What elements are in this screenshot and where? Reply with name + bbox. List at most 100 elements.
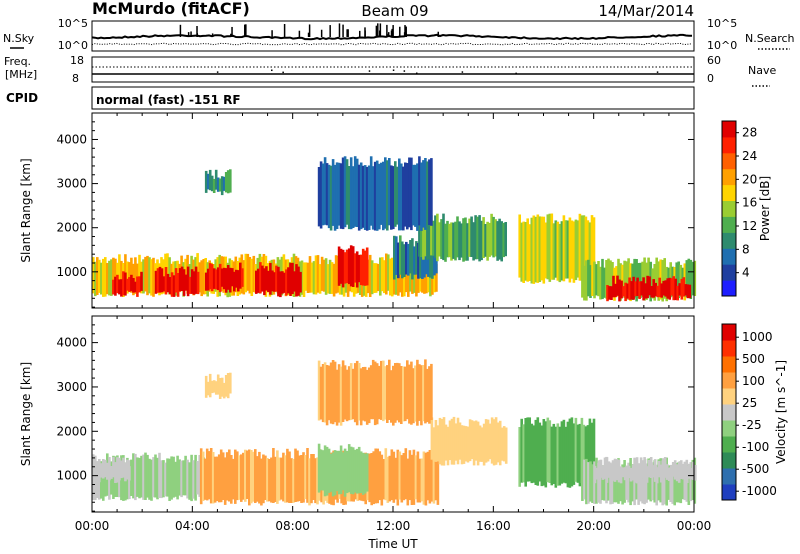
heatmap-cell bbox=[593, 465, 597, 484]
heatmap-cell bbox=[142, 259, 145, 294]
heatmap-cell bbox=[574, 219, 578, 281]
heatmap-cell bbox=[300, 455, 303, 503]
heatmap-cell bbox=[319, 366, 323, 420]
heatmap-cell bbox=[638, 281, 641, 299]
heatmap-cell bbox=[387, 254, 390, 291]
heatmap-cell bbox=[237, 270, 240, 292]
heatmap-cell bbox=[640, 281, 643, 296]
heatmap-cell bbox=[333, 164, 337, 231]
cpid-label: CPID bbox=[6, 91, 38, 105]
heatmap-cell bbox=[681, 467, 685, 500]
x-tick-label: 12:00 bbox=[376, 519, 411, 533]
heatmap-cell bbox=[422, 160, 425, 228]
heatmap-cell bbox=[112, 455, 115, 499]
heatmap-cell bbox=[290, 458, 293, 503]
heatmap-cell bbox=[446, 220, 449, 258]
heatmap-cell bbox=[214, 381, 218, 395]
heatmap-cell bbox=[325, 365, 329, 426]
heatmap-cell bbox=[294, 448, 297, 502]
heatmap-cell bbox=[689, 259, 693, 299]
freq-label-line1: Freq. bbox=[4, 55, 31, 68]
heatmap-cell bbox=[270, 457, 273, 503]
heatmap-cell bbox=[383, 260, 386, 294]
heatmap-cell bbox=[624, 282, 627, 302]
heatmap-cell bbox=[682, 277, 686, 297]
heatmap-cell bbox=[581, 466, 584, 501]
heatmap-cell bbox=[464, 217, 467, 261]
heatmap-cell bbox=[484, 224, 487, 257]
heatmap-cell bbox=[235, 269, 238, 288]
heatmap-cell bbox=[522, 221, 525, 283]
heatmap-cell bbox=[536, 214, 540, 283]
heatmap-cell bbox=[94, 261, 97, 297]
heatmap-cell bbox=[588, 418, 592, 485]
colorbar-tick-label: 4 bbox=[742, 266, 750, 280]
heatmap-cell bbox=[222, 267, 226, 290]
heatmap-cell bbox=[452, 416, 456, 465]
heatmap-cell bbox=[542, 216, 546, 284]
heatmap-cell bbox=[653, 459, 657, 482]
heatmap-cell bbox=[436, 425, 440, 462]
heatmap-cell bbox=[546, 214, 550, 280]
colorbar-segment bbox=[722, 420, 736, 437]
heatmap-cell bbox=[680, 278, 684, 300]
heatmap-cell bbox=[208, 373, 212, 398]
heatmap-cell bbox=[405, 241, 408, 275]
heatmap-cell bbox=[257, 268, 260, 293]
heatmap-cell bbox=[641, 462, 644, 504]
freq-dot bbox=[403, 70, 406, 72]
heatmap-cell bbox=[418, 364, 421, 421]
heatmap-cell bbox=[114, 258, 117, 292]
heatmap-cell bbox=[630, 281, 633, 300]
heatmap-cell bbox=[178, 268, 182, 292]
heatmap-cell bbox=[397, 263, 400, 296]
heatmap-cell bbox=[112, 279, 115, 295]
freq-traces bbox=[92, 66, 694, 75]
heatmap-cell bbox=[206, 173, 210, 190]
heatmap-cell bbox=[520, 418, 523, 483]
colorbar-tick-label: 500 bbox=[742, 352, 765, 366]
heatmap-cell bbox=[480, 427, 484, 462]
heatmap-cell bbox=[611, 460, 615, 481]
heatmap-cell bbox=[428, 450, 432, 504]
heatmap-cell bbox=[258, 451, 261, 504]
heatmap-cell bbox=[607, 258, 610, 299]
heatmap-cell bbox=[424, 452, 428, 506]
heatmap-cell bbox=[388, 455, 392, 502]
heatmap-cell bbox=[116, 274, 119, 294]
heatmap-cell bbox=[196, 461, 199, 495]
heatmap-cell bbox=[601, 465, 605, 480]
heatmap-cell bbox=[335, 369, 339, 426]
heatmap-cell bbox=[200, 260, 203, 297]
heatmap-cell bbox=[597, 462, 600, 503]
heatmap-cell bbox=[410, 454, 414, 505]
heatmap-cell bbox=[636, 277, 639, 296]
heatmap-cell bbox=[124, 462, 127, 501]
heatmap-cell bbox=[128, 466, 131, 481]
colorbar-segment bbox=[722, 121, 736, 138]
x-tick-label: 04:00 bbox=[175, 519, 210, 533]
heatmap-cell bbox=[142, 454, 145, 500]
date-title: 14/Mar/2014 bbox=[598, 2, 694, 20]
heatmap-cell bbox=[331, 159, 335, 226]
heatmap-cell bbox=[420, 365, 423, 426]
heatmap-cell bbox=[660, 283, 663, 298]
colorbar-tick-label: 20 bbox=[742, 172, 757, 186]
freq-dot bbox=[368, 70, 371, 72]
noise-tick-left-bottom: 10^0 bbox=[58, 39, 88, 52]
heatmap-cell bbox=[434, 420, 438, 462]
colorbar-label: Power [dB] bbox=[758, 176, 772, 241]
heatmap-cell bbox=[532, 215, 536, 284]
heatmap-cell bbox=[474, 420, 478, 461]
x-tick-label: 20:00 bbox=[576, 519, 611, 533]
heatmap-cell bbox=[361, 367, 365, 421]
heatmap-cell bbox=[408, 450, 412, 501]
heatmap-cell bbox=[556, 221, 560, 281]
heatmap-cell bbox=[593, 261, 596, 299]
heatmap-cell bbox=[399, 235, 402, 275]
heatmap-cell bbox=[661, 259, 664, 302]
heatmap-cell bbox=[130, 459, 133, 496]
heatmap-cell bbox=[386, 365, 389, 423]
heatmap-cell bbox=[570, 417, 574, 487]
heatmap-cell bbox=[110, 259, 113, 296]
